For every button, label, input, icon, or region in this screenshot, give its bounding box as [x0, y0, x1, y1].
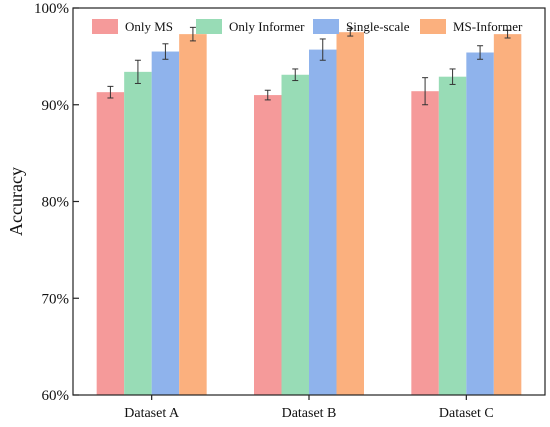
bar: [179, 34, 207, 396]
legend-swatch: [313, 19, 339, 34]
bar: [124, 71, 152, 395]
legend-swatch: [92, 19, 118, 34]
bar: [254, 95, 282, 395]
bar: [96, 92, 125, 396]
bar: [151, 51, 180, 395]
y-axis-title: Accuracy: [6, 167, 26, 236]
x-axis-categories: Dataset A Dataset B Dataset C: [124, 395, 494, 421]
bar: [493, 34, 522, 396]
legend-label: MS-Informer: [453, 19, 523, 34]
legend-label: Only MS: [125, 19, 173, 34]
legend: Only MS Only Informer Single-scale MS-Infor…: [92, 19, 523, 34]
legend-label: Only Informer: [229, 19, 305, 34]
error-bars-layer: [107, 26, 511, 106]
x-tick-label: Dataset C: [439, 406, 494, 421]
y-tick-label: 70%: [42, 291, 70, 307]
bars-layer: [96, 32, 522, 396]
bar: [411, 91, 439, 395]
x-tick-label: Dataset B: [282, 406, 337, 421]
y-tick-label: 100%: [34, 1, 69, 17]
bar: [466, 52, 494, 395]
bar: [336, 32, 364, 395]
bar: [281, 74, 309, 395]
y-axis-ticks: 60% 70% 80% 90% 100%: [34, 1, 79, 404]
bar: [438, 76, 467, 395]
bar: [309, 49, 337, 395]
legend-label: Single-scale: [346, 19, 410, 34]
x-tick-label: Dataset A: [124, 406, 180, 421]
legend-swatch: [420, 19, 446, 34]
y-tick-label: 60%: [42, 388, 70, 404]
y-tick-label: 80%: [42, 195, 70, 211]
legend-swatch: [196, 19, 222, 34]
y-tick-label: 90%: [42, 98, 70, 114]
